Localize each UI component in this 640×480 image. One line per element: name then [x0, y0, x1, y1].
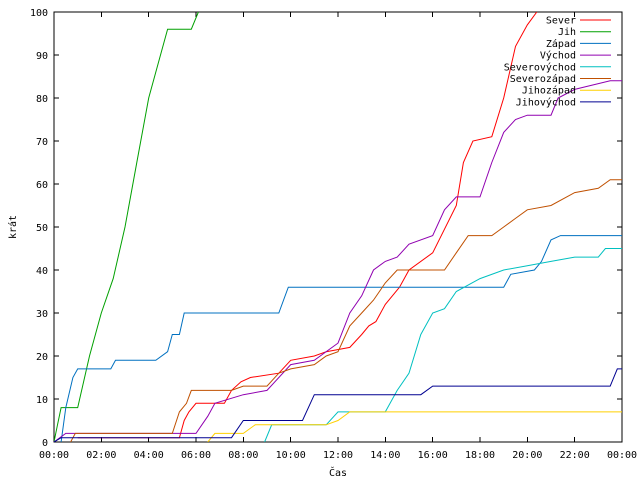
y-axis: 0 10 20 30 40 50 60 70 80 90 100 — [30, 8, 622, 449]
legend-label: Sever — [546, 16, 576, 27]
y-tick-label: 0 — [42, 438, 48, 449]
x-tick-label: 18:00 — [465, 450, 495, 461]
y-tick-label: 40 — [36, 266, 48, 277]
series-line-1 — [77, 12, 538, 439]
y-tick-label: 20 — [36, 352, 48, 363]
series-line-2 — [54, 12, 199, 442]
x-tick-label: 22:00 — [560, 450, 590, 461]
y-tick-label: 100 — [30, 8, 48, 19]
x-tick-label: 10:00 — [276, 450, 306, 461]
series-line-8 — [54, 368, 622, 442]
series-line-5 — [264, 248, 622, 442]
series-line-6 — [70, 179, 622, 442]
y-tick-label: 90 — [36, 51, 48, 62]
y-tick-label: 30 — [36, 309, 48, 320]
series-line-7 — [207, 411, 622, 442]
x-axis-title: Čas — [329, 466, 347, 479]
x-tick-label: 06:00 — [181, 450, 211, 461]
legend-label: Východ — [540, 50, 576, 62]
x-tick-label: 08:00 — [228, 450, 258, 461]
legend-label: Jihovýchod — [516, 96, 576, 108]
x-tick-label: 12:00 — [323, 450, 353, 461]
legend-label: Západ — [546, 38, 576, 50]
x-tick-label: 04:00 — [134, 450, 164, 461]
legend-label: Severozápad — [510, 73, 576, 85]
y-tick-label: 10 — [36, 395, 48, 406]
x-axis: 00:00 02:00 04:00 06:00 08:00 10:00 12:00 14:00… — [39, 12, 637, 461]
x-tick-label: 00:00 — [39, 450, 69, 461]
x-tick-label: 14:00 — [370, 450, 400, 461]
y-tick-label: 50 — [36, 223, 48, 234]
x-tick-label: 02:00 — [86, 450, 116, 461]
x-tick-label: 00:00 — [607, 450, 637, 461]
x-tick-label: 16:00 — [418, 450, 448, 461]
series-line-4 — [54, 80, 622, 442]
x-tick-label: 20:00 — [512, 450, 542, 461]
legend-label: Jihozápad — [522, 85, 576, 97]
y-axis-title: krát — [7, 215, 19, 239]
series-layer — [54, 12, 622, 442]
y-tick-label: 80 — [36, 94, 48, 105]
legend-label: Jih — [558, 27, 576, 38]
y-tick-label: 70 — [36, 137, 48, 148]
legend: SeverJihZápadVýchodSeverovýchodSeverozáp… — [504, 16, 611, 108]
y-tick-label: 60 — [36, 180, 48, 191]
legend-label: Severovýchod — [504, 61, 576, 73]
